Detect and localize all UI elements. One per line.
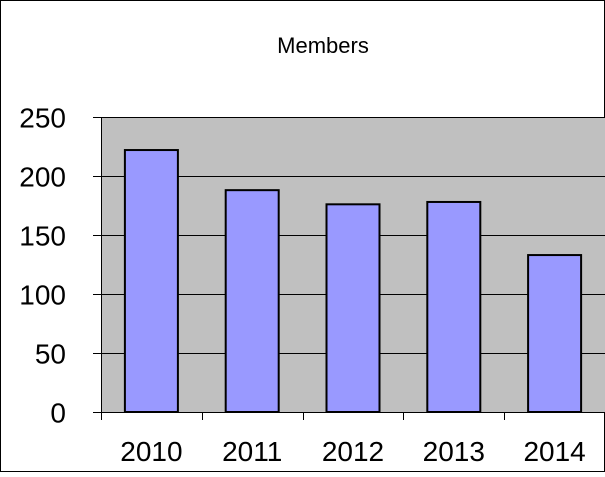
y-tick-label-100: 100 <box>19 280 66 311</box>
bar-2011 <box>224 189 280 413</box>
y-tick-label-200: 200 <box>19 162 66 193</box>
y-tick-labels: 0 50 100 150 200 250 <box>19 103 66 429</box>
x-tick-labels: 2010 2011 2012 2013 2014 <box>120 436 585 467</box>
bar-2010 <box>123 149 179 413</box>
x-tick-label-2012: 2012 <box>322 436 384 467</box>
y-tick-label-0: 0 <box>50 398 66 429</box>
y-tick-label-150: 150 <box>19 221 66 252</box>
y-tick-label-50: 50 <box>35 339 66 370</box>
x-tick-label-2014: 2014 <box>523 436 585 467</box>
x-tick-label-2011: 2011 <box>222 436 282 467</box>
axes <box>93 117 605 420</box>
bar-2013 <box>426 200 482 413</box>
bar-2012 <box>325 203 381 413</box>
x-tick-label-2013: 2013 <box>423 436 485 467</box>
bar-2014 <box>527 254 583 413</box>
x-tick-label-2010: 2010 <box>120 436 182 467</box>
y-tick-label-250: 250 <box>19 103 66 134</box>
bars <box>123 149 583 413</box>
chart-title: Members <box>277 33 369 58</box>
